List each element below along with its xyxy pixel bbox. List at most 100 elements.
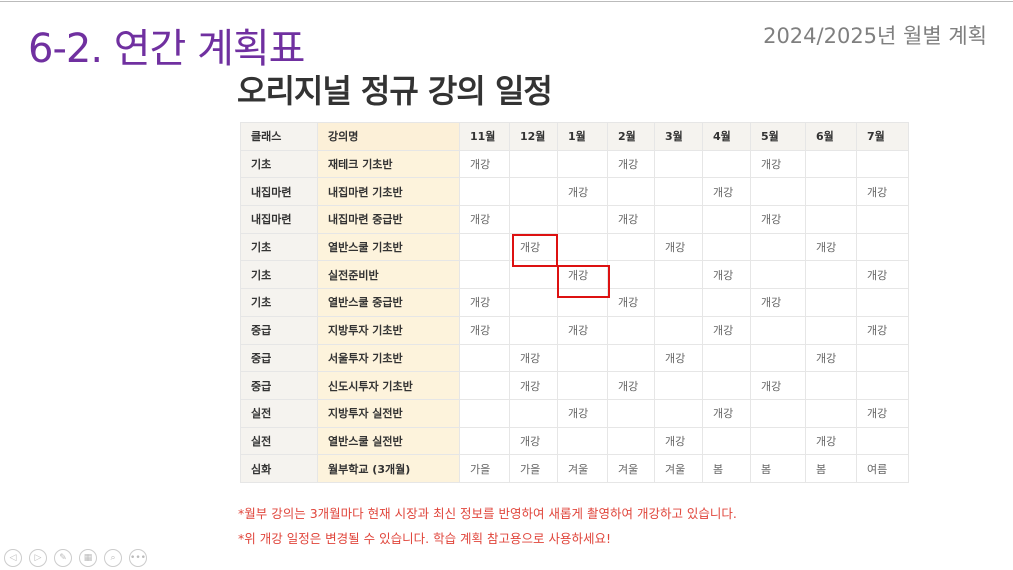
month-cell: [856, 232, 909, 262]
course-name-cell: 내집마련 중급반: [317, 205, 460, 234]
month-cell: [557, 205, 608, 234]
month-cell: [750, 177, 806, 207]
month-cell: 개강: [750, 205, 806, 234]
month-cell: 봄: [805, 454, 857, 483]
course-name-cell: 내집마련 기초반: [317, 177, 460, 207]
month-cell: [654, 398, 703, 428]
month-cell: [557, 232, 608, 262]
month-cell: 겨울: [654, 454, 703, 483]
month-cell: [509, 260, 558, 290]
column-header: 5월: [750, 122, 806, 151]
month-cell: [654, 315, 703, 345]
month-cell: [459, 260, 510, 290]
table-row: 심화 월부학교 (3개월) 가을 가을 겨울 겨울 겨울 봄 봄 봄 여름: [240, 454, 909, 483]
month-cell: [805, 205, 857, 234]
month-cell: [607, 426, 655, 456]
month-cell: [750, 343, 806, 373]
month-cell: 개강: [557, 315, 608, 345]
month-cell: 개강: [805, 232, 857, 262]
next-icon[interactable]: ▷: [29, 549, 47, 567]
month-cell: [805, 398, 857, 428]
month-cell: [557, 371, 608, 400]
class-cell: 중급: [240, 343, 318, 373]
month-cell: 개강: [702, 398, 751, 428]
column-header: 7월: [856, 122, 909, 151]
month-cell: 개강: [750, 288, 806, 317]
month-cell: 개강: [654, 426, 703, 456]
month-cell: [805, 371, 857, 400]
month-cell: 개강: [805, 426, 857, 456]
month-cell: 개강: [607, 371, 655, 400]
month-cell: [509, 177, 558, 207]
month-cell: 개강: [702, 260, 751, 290]
column-header: 6월: [805, 122, 857, 151]
month-cell: 개강: [459, 149, 510, 179]
month-cell: 개강: [702, 177, 751, 207]
month-cell: [654, 288, 703, 317]
month-cell: [509, 288, 558, 317]
top-divider: [0, 1, 1013, 2]
month-cell: [654, 371, 703, 400]
month-cell: 개강: [607, 288, 655, 317]
month-cell: 겨울: [607, 454, 655, 483]
column-header: 강의명: [317, 122, 460, 151]
month-cell: [459, 177, 510, 207]
column-header: 11월: [459, 122, 510, 151]
course-name-cell: 열반스쿨 중급반: [317, 288, 460, 317]
month-cell: 개강: [607, 149, 655, 179]
zoom-icon[interactable]: ⌕: [104, 549, 122, 567]
month-cell: 개강: [856, 177, 909, 207]
month-cell: 개강: [459, 315, 510, 345]
class-cell: 내집마련: [240, 177, 318, 207]
month-cell: [607, 315, 655, 345]
month-cell: [459, 343, 510, 373]
month-cell: [557, 149, 608, 179]
class-cell: 중급: [240, 315, 318, 345]
month-cell: 개강: [509, 343, 558, 373]
month-cell: 가을: [459, 454, 510, 483]
schedule-heading: 오리지널 정규 강의 일정: [237, 72, 553, 110]
month-cell: 개강: [459, 205, 510, 234]
month-cell: [805, 260, 857, 290]
pen-icon[interactable]: ✎: [54, 549, 72, 567]
month-cell: [607, 232, 655, 262]
class-cell: 심화: [240, 454, 318, 483]
month-cell: 개강: [750, 149, 806, 179]
month-cell: [750, 232, 806, 262]
month-cell: 개강: [856, 315, 909, 345]
month-cell: [856, 288, 909, 317]
month-cell: [702, 371, 751, 400]
month-cell: [805, 177, 857, 207]
month-cell: [702, 149, 751, 179]
month-cell: 개강: [557, 177, 608, 207]
month-cell: [750, 315, 806, 345]
slide-subtitle: 2024/2025년 월별 계획: [763, 24, 987, 48]
month-cell: 겨울: [557, 454, 608, 483]
month-cell: 개강: [805, 343, 857, 373]
class-cell: 중급: [240, 371, 318, 400]
prev-icon[interactable]: ◁: [4, 549, 22, 567]
table-row: 중급 서울투자 기초반 개강 개강 개강: [240, 343, 909, 373]
more-icon[interactable]: •••: [129, 549, 147, 567]
course-name-cell: 지방투자 기초반: [317, 315, 460, 345]
month-cell: [805, 315, 857, 345]
month-cell: 개강: [654, 232, 703, 262]
month-cell: [557, 426, 608, 456]
column-header: 1월: [557, 122, 608, 151]
course-name-cell: 열반스쿨 실전반: [317, 426, 460, 456]
note-2: *위 개강 일정은 변경될 수 있습니다. 학습 계획 참고용으로 사용하세요!: [238, 531, 611, 546]
table-row: 실전 열반스쿨 실전반 개강 개강 개강: [240, 426, 909, 456]
class-cell: 실전: [240, 426, 318, 456]
month-cell: [509, 315, 558, 345]
month-cell: [654, 260, 703, 290]
class-cell: 내집마련: [240, 205, 318, 234]
month-cell: [459, 232, 510, 262]
table-row: 기초 열반스쿨 기초반 개강 개강 개강: [240, 232, 909, 262]
month-cell: 개강: [557, 260, 608, 290]
slides-icon[interactable]: ▦: [79, 549, 97, 567]
month-cell: [654, 149, 703, 179]
month-cell: [702, 343, 751, 373]
month-cell: 개강: [557, 398, 608, 428]
month-cell: [702, 288, 751, 317]
table-row: 내집마련 내집마련 기초반 개강 개강 개강: [240, 177, 909, 207]
